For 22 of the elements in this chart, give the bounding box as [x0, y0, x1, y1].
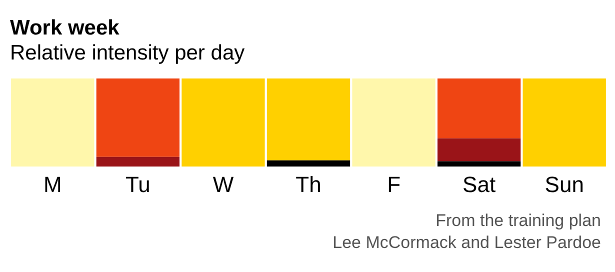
bar — [437, 78, 521, 138]
bar — [266, 78, 350, 160]
x-tick-label: W — [212, 172, 234, 197]
x-tick-label: Tu — [126, 172, 150, 197]
chart-subtitle: Relative intensity per day — [10, 42, 246, 65]
bar — [437, 161, 521, 167]
bar — [437, 138, 521, 162]
bar — [96, 78, 180, 157]
x-tick-label: F — [387, 172, 401, 197]
x-tick-label: Sat — [462, 172, 496, 197]
bar — [96, 156, 180, 167]
text: Lee McCormack and Lester Pardoe — [332, 232, 601, 254]
chart-title: Work week — [10, 16, 120, 40]
x-tick-label: M — [43, 172, 62, 197]
bar — [352, 78, 436, 167]
bar — [182, 78, 265, 167]
x-tick-label: Th — [296, 172, 322, 197]
bar — [522, 78, 606, 167]
text: From the training plan — [434, 210, 601, 232]
bar — [11, 78, 94, 167]
x-tick-label: Sun — [544, 172, 584, 197]
bar — [266, 160, 350, 167]
